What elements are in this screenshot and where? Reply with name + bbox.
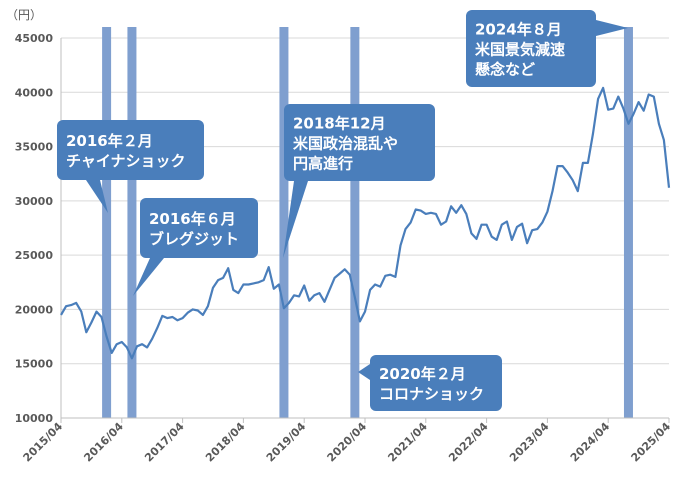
x-tick-label: 2015/04 bbox=[21, 420, 66, 465]
callout-box bbox=[140, 198, 258, 258]
x-tick-label: 2021/04 bbox=[385, 420, 430, 465]
y-tick-label: 25000 bbox=[15, 249, 54, 262]
x-tick-label: 2018/04 bbox=[203, 420, 248, 465]
callout-text-line: 米国政治混乱や bbox=[293, 135, 398, 153]
event-band-2 bbox=[279, 27, 289, 418]
price-series bbox=[60, 86, 671, 360]
y-tick-label: 10000 bbox=[15, 412, 54, 425]
callout-box bbox=[57, 120, 204, 180]
callout-text-line: コロナショック bbox=[379, 385, 484, 403]
x-tick-label: 2024/04 bbox=[568, 420, 613, 465]
callout-text-line: 懸念など bbox=[475, 61, 535, 79]
event-band-1 bbox=[127, 27, 137, 418]
x-tick-label: 2022/04 bbox=[446, 420, 491, 465]
callout-text-line: ブレグジット bbox=[149, 230, 239, 248]
y-tick-label: 20000 bbox=[15, 303, 54, 316]
y-tick-label: 35000 bbox=[15, 141, 54, 154]
callout-text-line: 2016年２月 bbox=[66, 132, 153, 150]
x-tick-label: 2016/04 bbox=[81, 420, 126, 465]
callout-text-line: 2016年６月 bbox=[149, 210, 236, 228]
callout-text-line: チャイナショック bbox=[66, 152, 186, 170]
callout-box bbox=[370, 355, 502, 411]
x-tick-label: 2025/04 bbox=[629, 420, 674, 465]
callout-box bbox=[284, 104, 435, 181]
event-band-0 bbox=[102, 27, 112, 418]
x-tick-label: 2017/04 bbox=[142, 420, 187, 465]
callout-text-line: 2018年12月 bbox=[293, 115, 386, 133]
event-band-3 bbox=[350, 27, 360, 418]
y-axis-unit-label: （円） bbox=[6, 8, 42, 22]
y-tick-label: 30000 bbox=[15, 195, 54, 208]
event-bands bbox=[102, 27, 633, 418]
x-tick-labels: 2015/04 2016/04 2017/04 2018/04 2019/04 2020/… bbox=[21, 418, 674, 465]
callout-text-line: 米国景気減速 bbox=[475, 41, 565, 59]
x-tick-label: 2019/04 bbox=[264, 420, 309, 465]
price-line-0 bbox=[60, 86, 671, 360]
event-callouts: 2016年２月チャイナショック2016年６月ブレグジット2018年12月米国政治… bbox=[57, 10, 628, 411]
y-tick-labels: 10000 15000 20000 25000 30000 35000 40000 45000 bbox=[15, 32, 54, 425]
y-tick-label: 15000 bbox=[15, 358, 54, 371]
y-tick-label: 40000 bbox=[15, 86, 54, 99]
callout-pointer bbox=[358, 364, 370, 380]
callout-pointer bbox=[283, 181, 308, 258]
callout-box bbox=[466, 10, 596, 87]
event-band-4 bbox=[623, 27, 633, 418]
callout-text-line: 2020年２月 bbox=[379, 365, 466, 383]
y-tick-label: 45000 bbox=[15, 32, 54, 45]
callout-pointer bbox=[596, 20, 628, 36]
callout-pointer bbox=[133, 258, 164, 296]
callout-text-line: 円高進行 bbox=[293, 155, 353, 173]
x-tick-label: 2023/04 bbox=[507, 420, 552, 465]
x-tick-label: 2020/04 bbox=[325, 420, 370, 465]
callout-text-line: 2024年８月 bbox=[475, 21, 562, 39]
callout-pointer bbox=[86, 180, 108, 213]
